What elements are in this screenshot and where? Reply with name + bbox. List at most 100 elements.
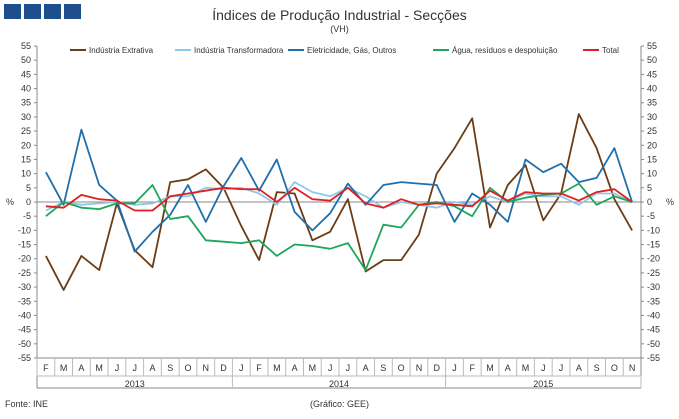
y-tick-label-right: -5: [647, 211, 655, 221]
y-tick-label-left: 50: [21, 55, 31, 65]
x-tick-label: A: [78, 363, 84, 373]
y-tick-label-right: -20: [647, 254, 660, 264]
y-tick-label-left: -45: [18, 325, 31, 335]
y-tick-label-right: 0: [647, 197, 652, 207]
y-tick-label-left: -30: [18, 282, 31, 292]
legend-label: Indústria Transformadora: [194, 46, 284, 55]
credit-note: (Gráfico: GEE): [309, 399, 369, 409]
source-note: Fonte: INE: [5, 399, 49, 409]
x-tick-label: D: [433, 363, 440, 373]
x-tick-label: O: [184, 363, 191, 373]
y-tick-label-left: -5: [23, 211, 31, 221]
x-tick-label: M: [273, 363, 281, 373]
series-line-3: [45, 182, 633, 272]
brand-logo: [4, 4, 81, 19]
y-tick-label-right: -50: [647, 339, 660, 349]
y-tick-label-left: 35: [21, 98, 31, 108]
y-tick-label-right: -30: [647, 282, 660, 292]
chart-title: Índices de Produção Industrial - Secções: [212, 7, 467, 23]
y-tick-label-left: -10: [18, 225, 31, 235]
y-tick-label-right: -15: [647, 240, 660, 250]
y-tick-label-left: -55: [18, 353, 31, 363]
y-tick-label-right: 40: [647, 84, 657, 94]
x-tick-label: A: [363, 363, 369, 373]
chart-series: [45, 113, 633, 291]
x-tick-label: M: [95, 363, 103, 373]
y-tick-label-right: 55: [647, 41, 657, 51]
x-tick-label: J: [239, 363, 244, 373]
y-tick-label-left: 25: [21, 126, 31, 136]
y-tick-label-left: 45: [21, 69, 31, 79]
y-tick-label-left: 0: [26, 197, 31, 207]
logo-square: [24, 4, 41, 19]
x-tick-label: M: [522, 363, 530, 373]
y-tick-label-right: -35: [647, 296, 660, 306]
x-tick-label: N: [203, 363, 210, 373]
x-tick-label: J: [346, 363, 351, 373]
y-axis-unit-right: %: [666, 197, 674, 207]
y-tick-label-right: 25: [647, 126, 657, 136]
x-tick-label: J: [559, 363, 564, 373]
y-tick-label-left: -20: [18, 254, 31, 264]
legend-label: Água, resíduos e despoluição: [452, 46, 558, 55]
series-line-2: [45, 128, 633, 253]
chart-subtitle: (VH): [330, 24, 349, 34]
x-tick-label: N: [629, 363, 636, 373]
y-tick-label-left: 5: [26, 183, 31, 193]
y-tick-label-left: -15: [18, 240, 31, 250]
x-tick-label: A: [505, 363, 511, 373]
x-tick-label: J: [115, 363, 120, 373]
x-tick-label: J: [132, 363, 137, 373]
series-line-4: [45, 186, 633, 212]
y-tick-label-right: 15: [647, 154, 657, 164]
x-tick-label: A: [292, 363, 298, 373]
chart-legend: Indústria Extrativa Indústria Transformad…: [70, 46, 619, 55]
y-tick-label-left: 55: [21, 41, 31, 51]
year-label: 2013: [125, 379, 145, 389]
year-label: 2015: [533, 379, 553, 389]
y-tick-label-right: -40: [647, 310, 660, 320]
y-tick-label-right: 30: [647, 112, 657, 122]
x-tick-label: N: [416, 363, 423, 373]
y-tick-label-left: 10: [21, 169, 31, 179]
x-tick-label: D: [220, 363, 227, 373]
x-tick-label: F: [469, 363, 475, 373]
y-tick-label-left: 20: [21, 140, 31, 150]
x-tick-label: J: [541, 363, 546, 373]
y-tick-label-left: -35: [18, 296, 31, 306]
y-axis-unit-left: %: [6, 197, 14, 207]
y-tick-label-right: 20: [647, 140, 657, 150]
y-tick-label-right: 45: [647, 69, 657, 79]
y-tick-label-left: -40: [18, 310, 31, 320]
y-tick-label-left: -25: [18, 268, 31, 278]
logo-square: [44, 4, 61, 19]
legend-label: Total: [602, 46, 619, 55]
y-tick-label-right: 5: [647, 183, 652, 193]
x-tick-label: M: [309, 363, 317, 373]
x-tick-label: M: [486, 363, 494, 373]
y-tick-label-left: 30: [21, 112, 31, 122]
x-tick-label: S: [167, 363, 173, 373]
x-tick-label: F: [43, 363, 49, 373]
y-tick-label-right: -25: [647, 268, 660, 278]
x-tick-label: A: [576, 363, 582, 373]
y-tick-label-right: 35: [647, 98, 657, 108]
legend-label: Eletricidade, Gás, Outros: [307, 46, 396, 55]
year-label: 2014: [329, 379, 349, 389]
y-tick-label-right: -10: [647, 225, 660, 235]
x-tick-label: M: [60, 363, 68, 373]
x-tick-label: J: [328, 363, 333, 373]
y-tick-label-right: -45: [647, 325, 660, 335]
y-axis-right-ticks: -55-50-45-40-35-30-25-20-15-10-505101520…: [641, 41, 674, 363]
legend-label: Indústria Extrativa: [89, 46, 154, 55]
x-tick-label: S: [594, 363, 600, 373]
x-tick-label: A: [149, 363, 155, 373]
y-tick-label-left: -50: [18, 339, 31, 349]
logo-square: [64, 4, 81, 19]
x-tick-label: O: [611, 363, 618, 373]
x-tick-label: J: [452, 363, 457, 373]
y-axis-left-ticks: -55-50-45-40-35-30-25-20-15-10-505101520…: [6, 41, 37, 363]
y-tick-label-left: 15: [21, 154, 31, 164]
y-tick-label-right: -55: [647, 353, 660, 363]
